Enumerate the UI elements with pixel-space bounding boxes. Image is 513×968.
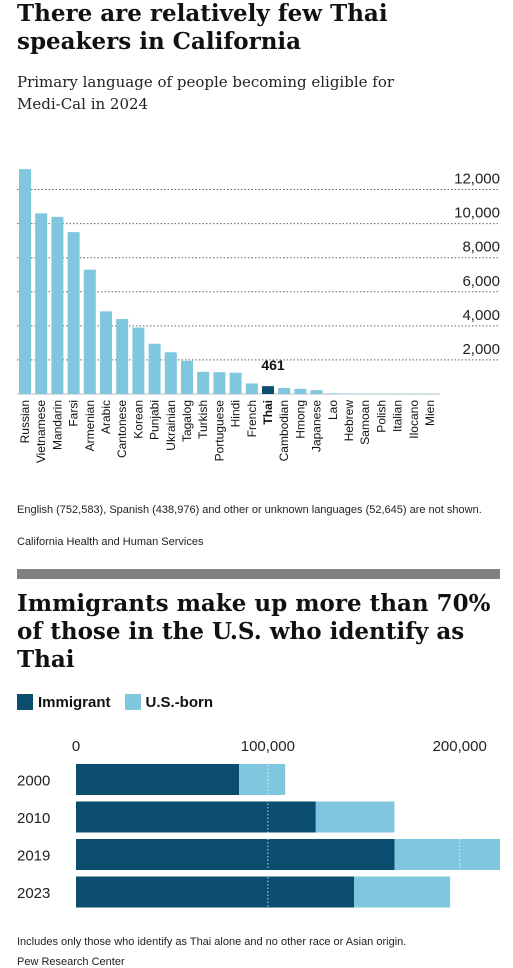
y-tick-label: 12,000 — [454, 171, 500, 188]
legend-item-us-born: U.S.-born — [124, 693, 214, 711]
x-tick-label: 0 — [72, 738, 80, 755]
bar-lao — [326, 393, 339, 394]
bar-japanese — [310, 390, 323, 394]
x-tick-label-polish: Polish — [374, 400, 388, 433]
x-tick-label-ilocano: Ilocano — [407, 400, 421, 439]
bar-mandarin — [51, 216, 64, 394]
chart1-title: There are relatively few Thai speakers i… — [17, 0, 388, 55]
x-tick-label-ukrainian: Ukrainian — [164, 400, 178, 451]
x-tick-label-hmong: Hmong — [293, 400, 307, 439]
bar-immigrant-2000 — [76, 764, 240, 795]
x-tick-label-vietnamese: Vietnamese — [34, 400, 48, 463]
bar-cambodian — [278, 388, 291, 394]
bar-u-s-born-2010 — [315, 801, 395, 833]
bar-immigrant-2019 — [76, 839, 395, 870]
y-category-label: 2010 — [17, 810, 50, 827]
x-tick-label-turkish: Turkish — [196, 400, 210, 439]
bar-hindi — [229, 372, 242, 394]
legend-swatch-us-born — [124, 694, 141, 710]
y-category-label: 2000 — [17, 773, 50, 790]
bar-tagalog — [181, 360, 193, 394]
x-tick-label-portuguese: Portuguese — [212, 400, 226, 462]
y-tick-label: 4,000 — [462, 307, 500, 324]
x-tick-label: 200,000 — [433, 738, 487, 755]
bar-french — [245, 383, 258, 394]
bar-u-s-born-2000 — [239, 764, 286, 795]
y-category-label: 2023 — [17, 885, 50, 902]
y-tick-label: 6,000 — [462, 273, 500, 290]
legend-swatch-immigrant — [17, 694, 33, 710]
x-tick-label-punjabi: Punjabi — [148, 400, 162, 440]
bar-italian — [391, 393, 404, 395]
x-tick-label-russian: Russian — [18, 400, 32, 443]
x-tick-label-cantonese: Cantonese — [115, 400, 129, 458]
x-tick-label-lao: Lao — [326, 400, 340, 420]
x-tick-label-hebrew: Hebrew — [342, 400, 356, 442]
x-tick-label-cambodian: Cambodian — [277, 400, 291, 461]
chart2-title: Immigrants make up more than 70% of thos… — [17, 590, 491, 673]
legend-label-us-born: U.S.-born — [145, 693, 214, 711]
y-category-label: 2019 — [17, 848, 50, 865]
bar-vietnamese — [35, 213, 48, 394]
x-tick-label-mandarin: Mandarin — [50, 400, 64, 450]
bar-russian — [19, 169, 31, 394]
bar-polish — [375, 393, 388, 395]
bar-farsi — [67, 232, 80, 394]
x-tick-label-japanese: Japanese — [310, 400, 324, 452]
x-tick-label: 100,000 — [241, 738, 295, 755]
x-tick-label-korean: Korean — [131, 400, 145, 439]
section-divider — [17, 569, 500, 579]
legend-item-immigrant: Immigrant — [17, 694, 111, 711]
chart1-subtitle: Primary language of people becoming elig… — [17, 73, 395, 113]
bar-immigrant-2010 — [76, 801, 316, 833]
bar-thai — [262, 386, 274, 394]
x-tick-label-french: French — [245, 400, 259, 437]
thai-value-annotation: 461 — [261, 357, 285, 373]
chart2-note: Includes only those who identify as Thai… — [17, 936, 407, 948]
bar-turkish — [197, 371, 210, 394]
bar-hebrew — [343, 393, 355, 394]
bar-arabic — [100, 311, 112, 394]
immigrant-stacked-bar-chart: 0 100,000 200,000 2000 2010 2019 2023 — [17, 738, 500, 910]
x-tick-label-hindi: Hindi — [229, 400, 243, 427]
y-tick-label: 2,000 — [462, 341, 500, 358]
chart2-legend: Immigrant U.S.-born — [17, 692, 227, 712]
bar-ukrainian — [164, 352, 177, 394]
chart1-source: California Health and Human Services — [17, 536, 204, 548]
chart2-source: Pew Research Center — [17, 956, 125, 968]
bar-ilocano — [407, 393, 420, 395]
x-tick-label-farsi: Farsi — [67, 400, 81, 427]
chart1-note: English (752,583), Spanish (438,976) and… — [17, 504, 482, 516]
legend-label-immigrant: Immigrant — [38, 693, 111, 711]
bar-samoan — [359, 393, 372, 395]
x-tick-label-mien: Mien — [423, 400, 437, 426]
y-tick-label: 8,000 — [462, 239, 500, 256]
x-tick-label-thai: Thai — [261, 400, 275, 425]
x-tick-label-italian: Italian — [391, 400, 405, 432]
x-tick-label-tagalog: Tagalog — [180, 400, 194, 442]
y-tick-label: 10,000 — [454, 205, 500, 222]
bar-armenian — [83, 269, 96, 394]
bar-u-s-born-2019 — [394, 839, 500, 870]
x-tick-label-arabic: Arabic — [99, 400, 113, 434]
x-tick-label-armenian: Armenian — [83, 400, 97, 451]
x-tick-label-samoan: Samoan — [358, 400, 372, 445]
bar-u-s-born-2023 — [354, 876, 451, 908]
bar-hmong — [294, 388, 307, 394]
bar-cantonese — [116, 319, 129, 394]
bar-immigrant-2023 — [76, 876, 355, 908]
bar-mien — [424, 393, 436, 395]
language-bar-chart: 12,000 10,000 8,000 6,000 4,000 2,000 Russian… — [17, 169, 500, 463]
bar-punjabi — [148, 343, 161, 394]
bar-korean — [132, 327, 145, 394]
bar-portuguese — [213, 372, 226, 394]
